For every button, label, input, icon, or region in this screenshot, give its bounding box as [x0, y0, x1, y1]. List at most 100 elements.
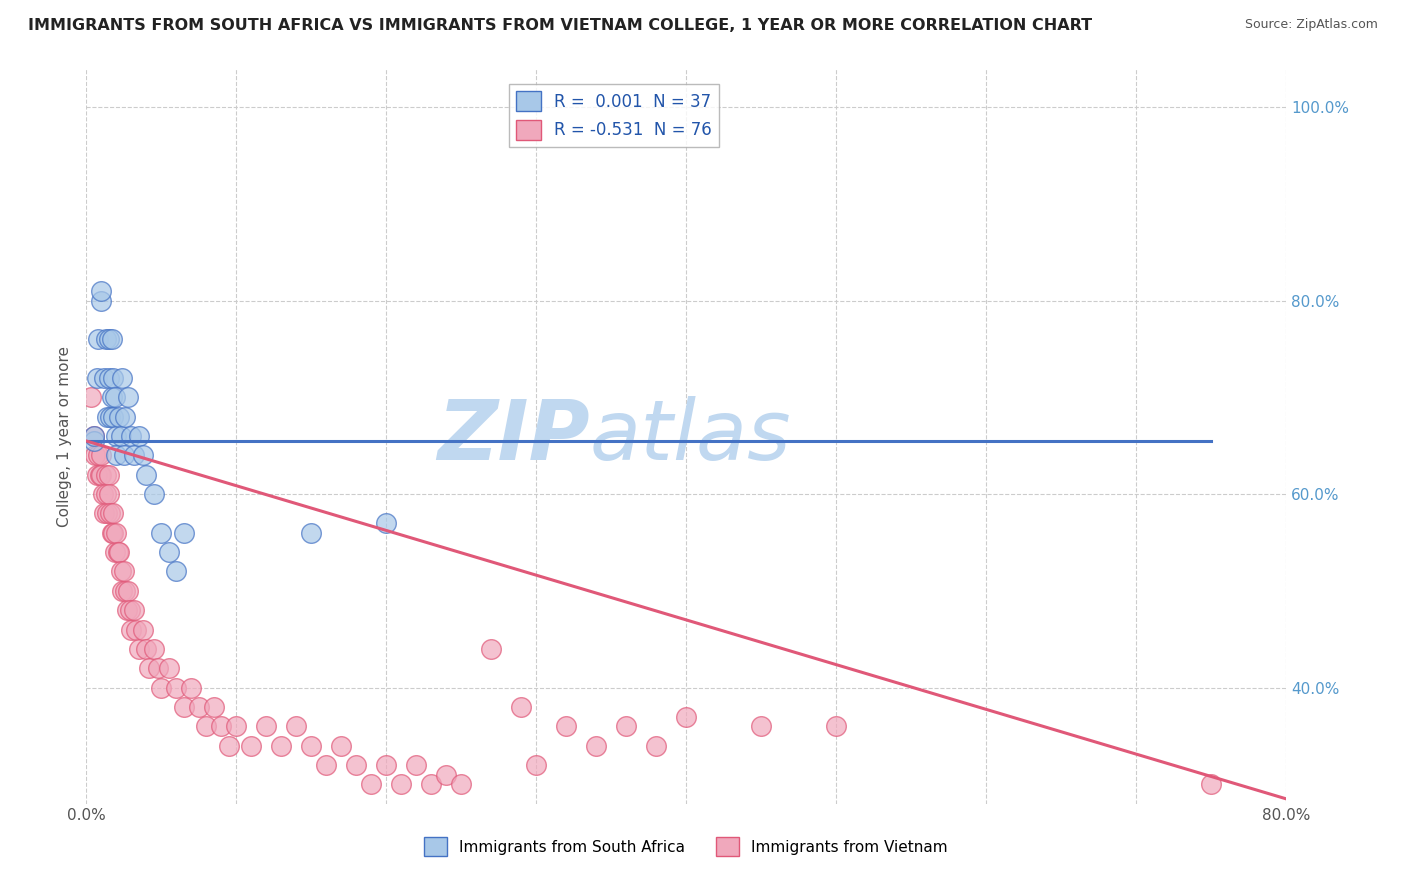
- Point: [100, 525, 122, 540]
- Point: [107, 545, 129, 559]
- Point: [142, 487, 165, 501]
- Point: [389, 777, 412, 791]
- Point: [101, 525, 124, 540]
- Point: [110, 429, 132, 443]
- Point: [218, 739, 240, 753]
- Point: [585, 739, 607, 753]
- Point: [120, 429, 142, 443]
- Point: [675, 709, 697, 723]
- Point: [614, 719, 637, 733]
- Point: [96, 409, 118, 424]
- Point: [180, 681, 202, 695]
- Point: [97, 371, 120, 385]
- Point: [87, 449, 110, 463]
- Point: [122, 449, 145, 463]
- Point: [187, 699, 209, 714]
- Text: Source: ZipAtlas.com: Source: ZipAtlas.com: [1244, 18, 1378, 31]
- Point: [122, 603, 145, 617]
- Point: [94, 467, 117, 482]
- Point: [105, 449, 128, 463]
- Point: [135, 467, 157, 482]
- Point: [270, 739, 292, 753]
- Point: [91, 487, 114, 501]
- Point: [103, 390, 125, 404]
- Point: [90, 293, 112, 308]
- Point: [330, 739, 353, 753]
- Point: [117, 583, 139, 598]
- Point: [112, 449, 135, 463]
- Point: [90, 284, 112, 298]
- Point: [98, 507, 121, 521]
- Point: [138, 661, 160, 675]
- Point: [299, 739, 322, 753]
- Point: [101, 409, 124, 424]
- Point: [112, 565, 135, 579]
- Point: [110, 565, 132, 579]
- Point: [117, 390, 139, 404]
- Point: [86, 371, 108, 385]
- Point: [150, 525, 173, 540]
- Point: [405, 758, 427, 772]
- Point: [157, 661, 180, 675]
- Point: [434, 767, 457, 781]
- Point: [101, 371, 124, 385]
- Point: [98, 409, 121, 424]
- Point: [165, 565, 187, 579]
- Point: [360, 777, 382, 791]
- Point: [83, 429, 105, 443]
- Point: [299, 525, 322, 540]
- Point: [195, 719, 218, 733]
- Point: [128, 429, 150, 443]
- Point: [118, 603, 141, 617]
- Point: [101, 507, 124, 521]
- Point: [105, 525, 128, 540]
- Point: [157, 545, 180, 559]
- Point: [94, 487, 117, 501]
- Point: [120, 623, 142, 637]
- Point: [202, 699, 225, 714]
- Point: [146, 661, 169, 675]
- Point: [315, 758, 337, 772]
- Point: [90, 467, 112, 482]
- Text: atlas: atlas: [591, 395, 792, 476]
- Point: [97, 487, 120, 501]
- Point: [100, 332, 122, 346]
- Point: [115, 603, 138, 617]
- Point: [135, 641, 157, 656]
- Point: [103, 545, 125, 559]
- Point: [124, 623, 146, 637]
- Point: [240, 739, 263, 753]
- Point: [93, 507, 115, 521]
- Point: [132, 623, 155, 637]
- Y-axis label: College, 1 year or more: College, 1 year or more: [58, 345, 72, 526]
- Point: [285, 719, 308, 733]
- Point: [555, 719, 578, 733]
- Point: [150, 681, 173, 695]
- Point: [128, 641, 150, 656]
- Point: [97, 467, 120, 482]
- Point: [209, 719, 232, 733]
- Point: [114, 583, 136, 598]
- Point: [94, 332, 117, 346]
- Point: [173, 525, 195, 540]
- Point: [83, 429, 105, 443]
- Point: [86, 467, 108, 482]
- Legend: R =  0.001  N = 37, R = -0.531  N = 76: R = 0.001 N = 37, R = -0.531 N = 76: [509, 84, 718, 146]
- Point: [93, 371, 115, 385]
- Point: [375, 758, 398, 772]
- Point: [344, 758, 367, 772]
- Point: [132, 449, 155, 463]
- Point: [645, 739, 668, 753]
- Point: [420, 777, 443, 791]
- Point: [108, 409, 131, 424]
- Point: [97, 332, 120, 346]
- Point: [524, 758, 547, 772]
- Point: [749, 719, 772, 733]
- Point: [90, 449, 112, 463]
- Text: IMMIGRANTS FROM SOUTH AFRICA VS IMMIGRANTS FROM VIETNAM COLLEGE, 1 YEAR OR MORE : IMMIGRANTS FROM SOUTH AFRICA VS IMMIGRAN…: [28, 18, 1092, 33]
- Point: [96, 507, 118, 521]
- Point: [225, 719, 247, 733]
- Point: [111, 583, 134, 598]
- Point: [89, 467, 111, 482]
- Point: [450, 777, 472, 791]
